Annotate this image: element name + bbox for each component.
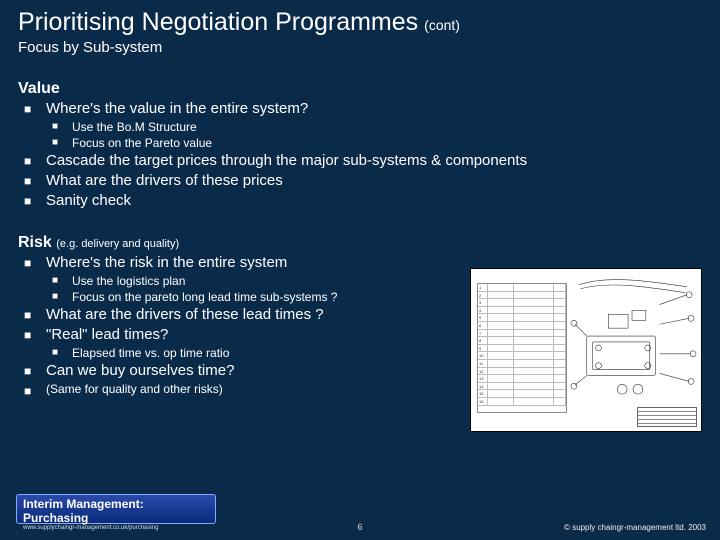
list-item: ■Focus on the Pareto value — [52, 136, 702, 150]
risk-heading-paren: (e.g. delivery and quality) — [56, 238, 179, 250]
list-item: ■Sanity check — [24, 192, 702, 210]
list-item: ■Cascade the target prices through the m… — [24, 152, 702, 170]
slide: Prioritising Negotiation Programmes (con… — [0, 0, 720, 540]
bullet-text: Focus on the Pareto value — [72, 136, 702, 150]
subtitle: Focus by Sub-system — [18, 39, 702, 56]
bullet-icon: ■ — [24, 306, 46, 324]
bullet-icon: ■ — [24, 100, 46, 118]
risk-heading: Risk (e.g. delivery and quality) — [18, 234, 702, 252]
bullet-text: Cascade the target prices through the ma… — [46, 152, 702, 169]
value-heading: Value — [18, 80, 702, 98]
bullet-icon: ■ — [52, 274, 72, 288]
page-number: 6 — [357, 522, 362, 532]
bullet-icon: ■ — [24, 192, 46, 210]
bullet-icon: ■ — [52, 290, 72, 304]
list-item: ■ Where's the value in the entire system… — [24, 100, 702, 118]
footer-badge: Interim Management: Purchasing www.suppl… — [16, 494, 216, 524]
list-item: ■What are the drivers of these prices — [24, 172, 702, 190]
drawing-titleblock — [637, 407, 697, 427]
bullet-icon: ■ — [24, 362, 46, 380]
list-item: ■Use the Bo.M Structure — [52, 120, 702, 134]
bullet-icon: ■ — [24, 382, 46, 400]
value-bullets: ■ Where's the value in the entire system… — [18, 100, 702, 118]
title-line: Prioritising Negotiation Programmes (con… — [18, 8, 702, 37]
engineering-drawing-thumbnail: 12345678910111213141516 — [470, 268, 702, 432]
page-title: Prioritising Negotiation Programmes — [18, 8, 418, 37]
bullet-text: Use the Bo.M Structure — [72, 120, 702, 134]
badge-main: Interim Management: Purchasing — [23, 497, 209, 525]
title-cont: (cont) — [424, 17, 460, 33]
bullet-text: What are the drivers of these prices — [46, 172, 702, 189]
bullet-icon: ■ — [24, 326, 46, 344]
badge-sub: www.supplychaingr-management.co.uk/purch… — [23, 525, 209, 531]
bullet-icon: ■ — [52, 346, 72, 360]
bullet-icon: ■ — [24, 172, 46, 190]
bullet-text: Sanity check — [46, 192, 702, 209]
risk-heading-text: Risk — [18, 234, 52, 251]
bom-table: 12345678910111213141516 — [477, 283, 567, 413]
value-bullets-rest: ■Cascade the target prices through the m… — [18, 152, 702, 210]
bullet-icon: ■ — [24, 152, 46, 170]
bullet-text: Where's the value in the entire system? — [46, 100, 702, 117]
exploded-view-sketch — [569, 273, 697, 405]
bullet-icon: ■ — [24, 254, 46, 272]
copyright: © supply chaingr-management ltd. 2003 — [564, 523, 706, 532]
value-sub-bullets-0: ■Use the Bo.M Structure ■Focus on the Pa… — [18, 120, 702, 150]
bullet-icon: ■ — [52, 120, 72, 134]
bullet-icon: ■ — [52, 136, 72, 150]
